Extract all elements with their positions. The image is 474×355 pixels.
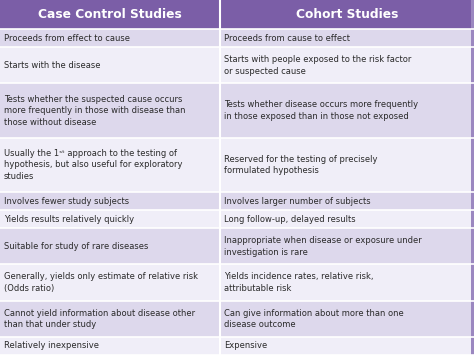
Bar	[0, 0, 474, 29]
Text: Inappropriate when disease or exposure under
investigation is rare: Inappropriate when disease or exposure u…	[224, 236, 422, 257]
Text: Yields results relatively quickly: Yields results relatively quickly	[4, 215, 134, 224]
Bar	[0, 228, 474, 264]
Bar	[471, 0, 474, 355]
Bar	[0, 264, 474, 301]
Text: Involves fewer study subjects: Involves fewer study subjects	[4, 197, 129, 206]
Bar	[0, 301, 474, 337]
Bar	[0, 138, 474, 192]
Bar	[0, 83, 474, 138]
Bar	[0, 29, 474, 47]
Text: Proceeds from cause to effect: Proceeds from cause to effect	[224, 34, 350, 43]
Bar	[0, 47, 474, 83]
Bar	[0, 210, 474, 228]
Text: Tests whether the suspected cause occurs
more frequently in those with disease t: Tests whether the suspected cause occurs…	[4, 95, 185, 126]
Text: Case Control Studies: Case Control Studies	[38, 8, 182, 21]
Text: Starts with the disease: Starts with the disease	[4, 61, 100, 70]
Bar	[0, 192, 474, 210]
Text: Cannot yield information about disease other
than that under study: Cannot yield information about disease o…	[4, 308, 195, 329]
Text: Can give information about more than one
disease outcome: Can give information about more than one…	[224, 308, 404, 329]
Text: Cohort Studies: Cohort Studies	[296, 8, 398, 21]
Text: Starts with people exposed to the risk factor
or suspected cause: Starts with people exposed to the risk f…	[224, 55, 411, 76]
Text: Involves larger number of subjects: Involves larger number of subjects	[224, 197, 371, 206]
Text: Expensive: Expensive	[224, 342, 267, 350]
Text: Reserved for the testing of precisely
formulated hypothesis: Reserved for the testing of precisely fo…	[224, 155, 378, 175]
Text: Relatively inexpensive: Relatively inexpensive	[4, 342, 99, 350]
Bar	[0, 337, 474, 355]
Text: Suitable for study of rare diseases: Suitable for study of rare diseases	[4, 242, 148, 251]
Text: Long follow-up, delayed results: Long follow-up, delayed results	[224, 215, 356, 224]
Text: Usually the 1ˢᵗ approach to the testing of
hypothesis, but also useful for explo: Usually the 1ˢᵗ approach to the testing …	[4, 149, 182, 181]
Text: Yields incidence rates, relative risk,
attributable risk: Yields incidence rates, relative risk, a…	[224, 272, 374, 293]
Text: Generally, yields only estimate of relative risk
(Odds ratio): Generally, yields only estimate of relat…	[4, 272, 198, 293]
Text: Proceeds from effect to cause: Proceeds from effect to cause	[4, 34, 130, 43]
Text: Tests whether disease occurs more frequently
in those exposed than in those not : Tests whether disease occurs more freque…	[224, 100, 419, 121]
